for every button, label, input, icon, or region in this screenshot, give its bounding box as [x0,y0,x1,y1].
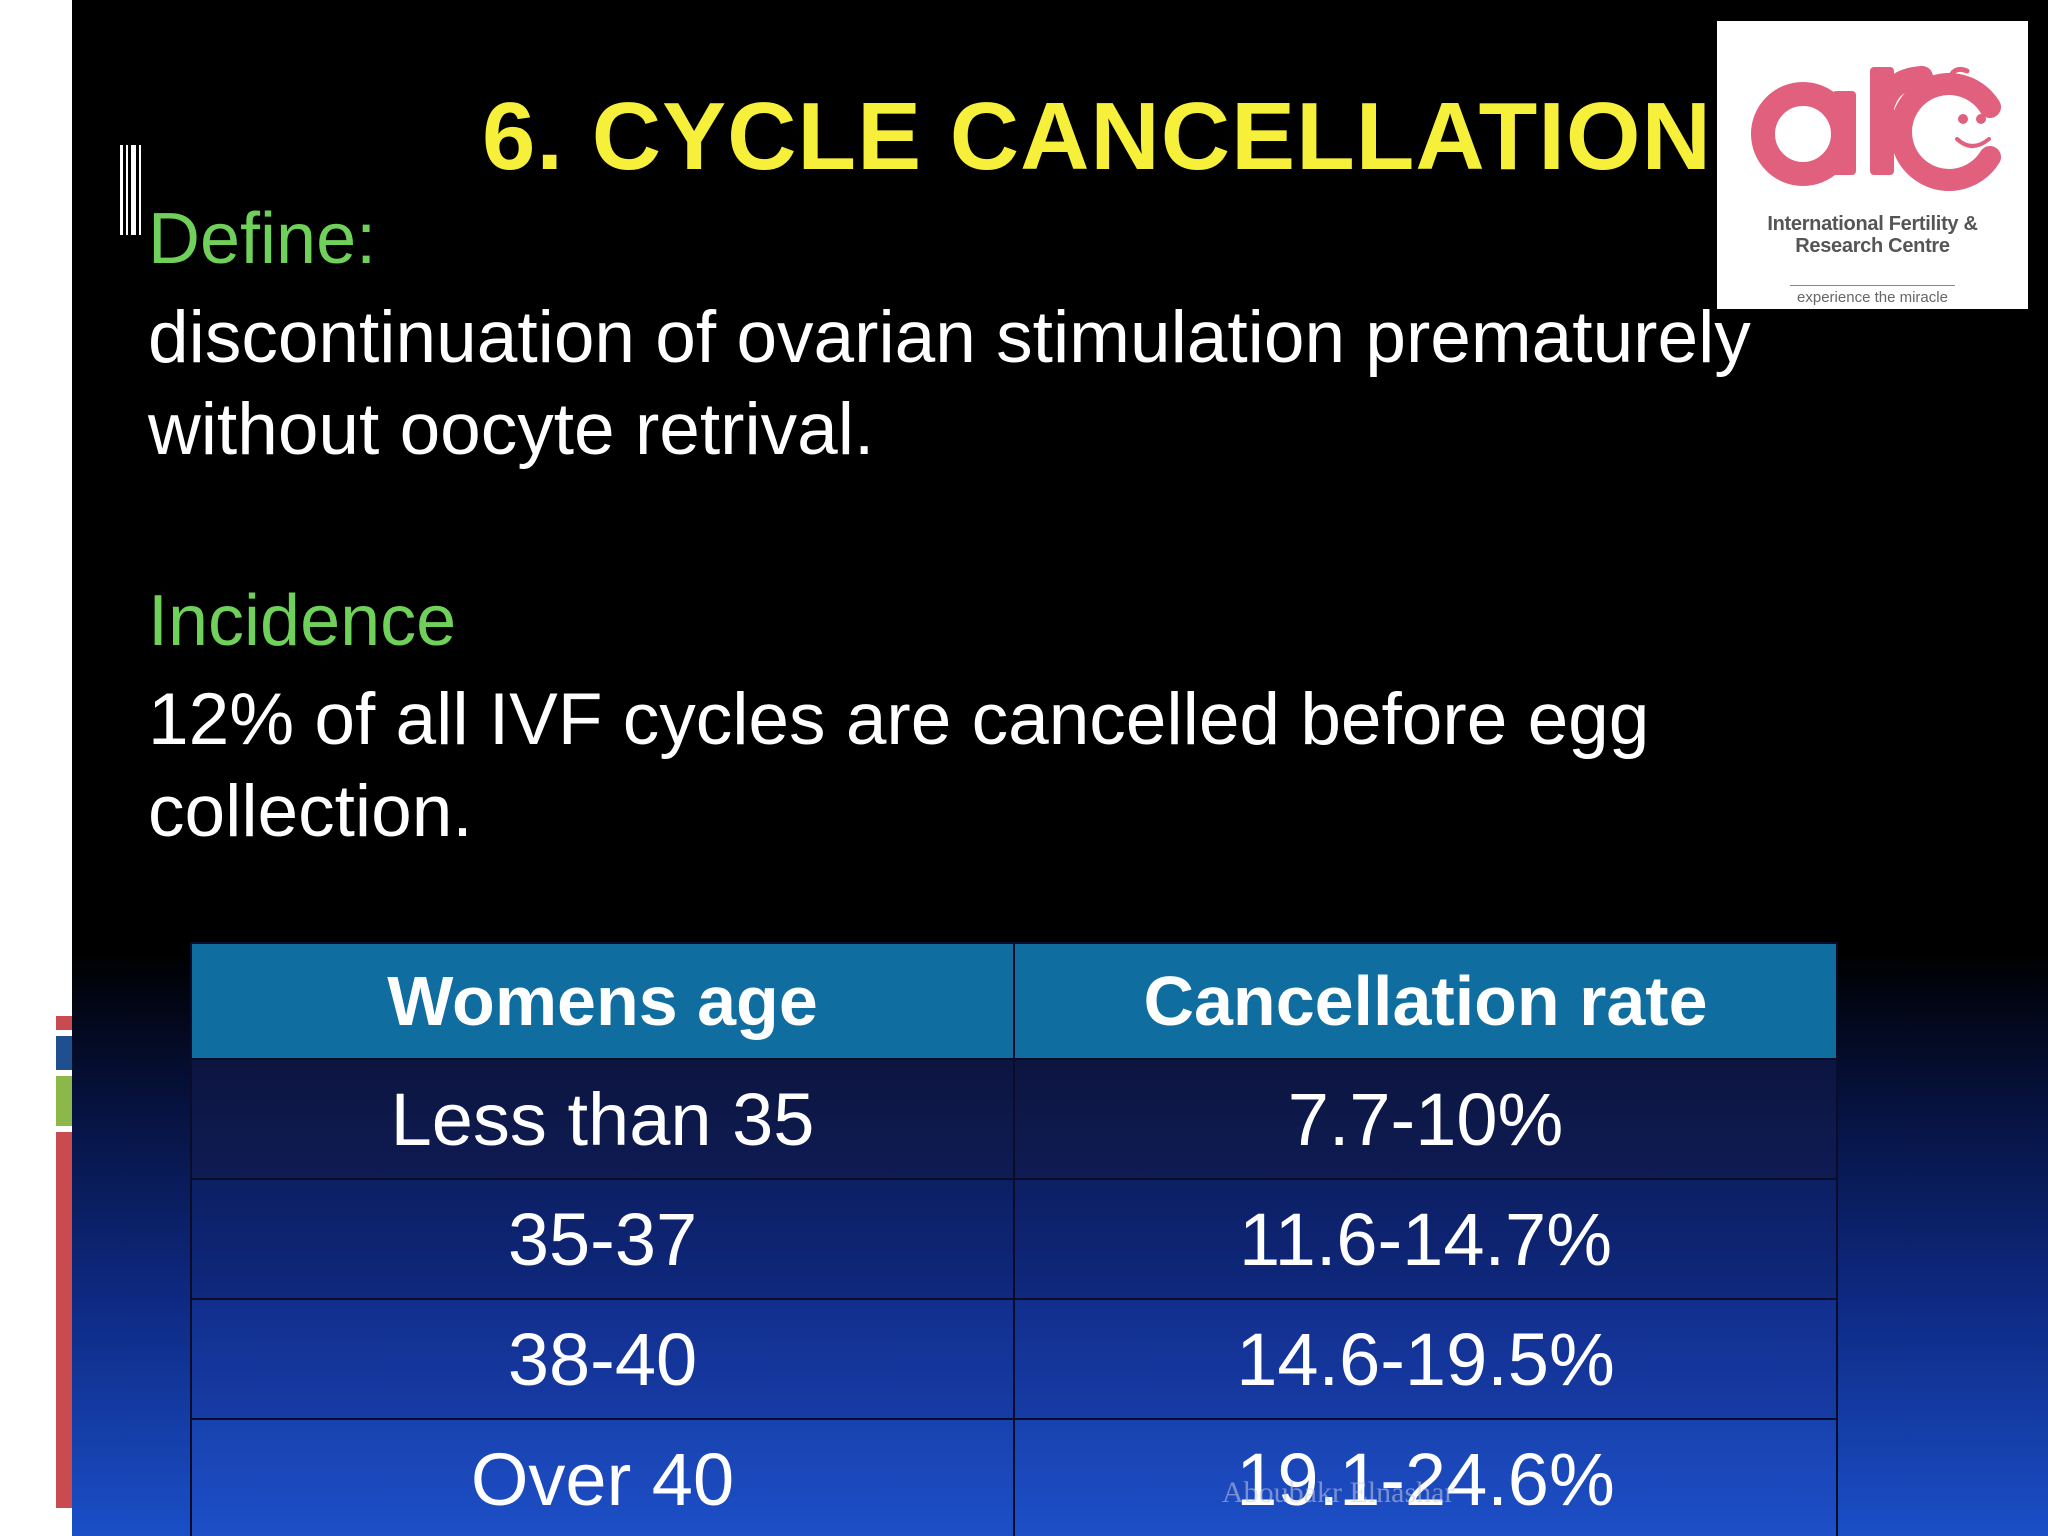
table-row: Over 40 19.1-24.6% [190,1418,1838,1536]
incidence-text: 12% of all IVF cycles are cancelled befo… [148,679,1650,852]
slide-title: 6. CYCLE CANCELLATION [482,83,1712,190]
logo-line2: Research Centre [1795,235,1950,257]
deco-blue-strip [56,1036,72,1070]
logo-line1: International Fertility & [1767,213,1978,235]
deco-green-strip [56,1076,72,1126]
table-row: 35-37 11.6-14.7% [190,1178,1838,1300]
slide: 6. CYCLE CANCELLATION Define: discontinu… [72,0,2048,1536]
arc-logo-mark [1751,66,2001,191]
age-cell: 35-37 [190,1178,1015,1300]
define-text: discontinuation of ovarian stimulation p… [148,297,1751,470]
deco-bars [120,145,142,235]
rate-cell: 14.6-19.5% [1013,1298,1838,1420]
cancellation-table: Womens age Cancellation rate Less than 3… [190,942,1838,1536]
age-cell: 38-40 [190,1298,1015,1420]
table-row: 38-40 14.6-19.5% [190,1298,1838,1420]
author-watermark: Aboubakr Elnashar [1222,1476,1455,1509]
arc-logo: International Fertility & Research Centr… [1717,21,2028,309]
deco-red-strip [56,1132,72,1508]
header-cancellation-rate: Cancellation rate [1013,942,1838,1060]
header-womens-age: Womens age [190,942,1015,1060]
table-row: Less than 35 7.7-10% [190,1058,1838,1180]
incidence-heading: Incidence [148,581,457,661]
define-heading: Define: [148,199,377,279]
logo-tagline: experience the miracle [1797,289,1948,306]
logo-divider [1790,285,1955,286]
age-cell: Over 40 [190,1418,1015,1536]
rate-cell: 19.1-24.6% [1013,1418,1838,1536]
rate-cell: 11.6-14.7% [1013,1178,1838,1300]
age-cell: Less than 35 [190,1058,1015,1180]
rate-cell: 7.7-10% [1013,1058,1838,1180]
deco-red-strip-top [56,1016,72,1030]
